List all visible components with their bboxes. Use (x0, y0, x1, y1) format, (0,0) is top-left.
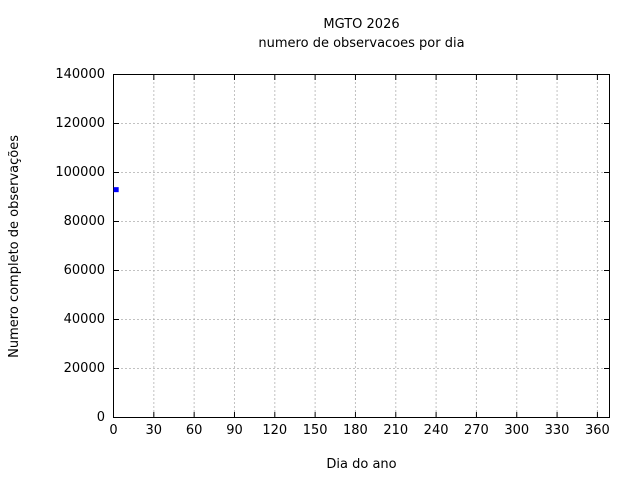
x-tick-label: 90 (226, 423, 243, 438)
y-tick-label: 0 (96, 409, 105, 425)
y-tick-label: 80000 (63, 213, 105, 229)
y-tick-label: 60000 (63, 262, 105, 278)
y-tick-label: 20000 (63, 360, 105, 376)
x-tick-label: 300 (504, 423, 530, 438)
chart-title: MGTO 2026 (323, 17, 400, 32)
x-tick-label: 60 (185, 423, 203, 438)
x-tick-label: 330 (544, 423, 570, 438)
y-tick-label: 100000 (55, 164, 105, 180)
data-point (113, 187, 119, 193)
x-tick-label: 150 (302, 423, 328, 438)
y-tick-label: 120000 (55, 115, 105, 131)
y-tick-label: 40000 (63, 311, 105, 327)
x-tick-label: 0 (109, 423, 118, 438)
x-tick-label: 180 (343, 423, 368, 438)
plot-border (113, 74, 610, 418)
plot-area (113, 74, 610, 418)
x-tick-label: 210 (383, 423, 409, 438)
x-tick-label: 360 (584, 423, 610, 438)
x-tick-label: 30 (145, 423, 163, 438)
x-tick-label: 240 (423, 423, 449, 438)
x-axis-label: Dia do ano (326, 457, 397, 472)
x-tick-label: 270 (464, 423, 489, 438)
y-tick-label: 140000 (55, 66, 105, 82)
x-tick-label: 120 (262, 423, 288, 438)
chart-subtitle: numero de observacoes por dia (258, 36, 465, 51)
